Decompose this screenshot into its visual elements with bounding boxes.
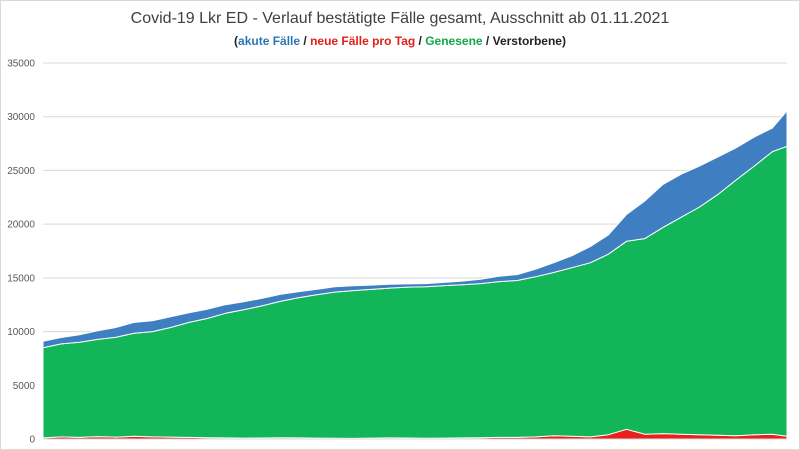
subtitle-akute-faelle: akute Fälle — [238, 34, 301, 48]
y-tick-label: 5000 — [13, 381, 36, 392]
subtitle-paren-close: ) — [561, 34, 566, 48]
subtitle-verstorbene: Verstorbene — [492, 34, 562, 48]
subtitle-sep: / — [482, 34, 493, 48]
subtitle-paren-open: ( — [234, 34, 239, 48]
y-tick-label: 0 — [29, 435, 35, 446]
series-areas — [42, 110, 788, 440]
y-axis-ticks: 0 5000 10000 15000 20000 25000 30000 35000 — [7, 59, 35, 446]
chart-title: Covid-19 Lkr ED - Verlauf bestätigte Fäl… — [130, 10, 670, 27]
y-tick-label: 30000 — [7, 112, 35, 123]
chart-subtitle: (akute Fälle / neue Fälle pro Tag / Gene… — [0, 34, 800, 48]
y-tick-label: 10000 — [7, 327, 35, 338]
series-area-akute-faelle — [42, 110, 788, 349]
y-tick-label: 35000 — [7, 59, 35, 70]
subtitle-genesene: Genesene — [425, 34, 483, 48]
subtitle-sep: / — [415, 34, 426, 48]
y-tick-label: 25000 — [7, 166, 35, 177]
subtitle-sep: / — [300, 34, 311, 48]
y-tick-label: 15000 — [7, 273, 35, 284]
subtitle-neue-faelle: neue Fälle pro Tag — [310, 34, 416, 48]
y-tick-label: 20000 — [7, 220, 35, 231]
